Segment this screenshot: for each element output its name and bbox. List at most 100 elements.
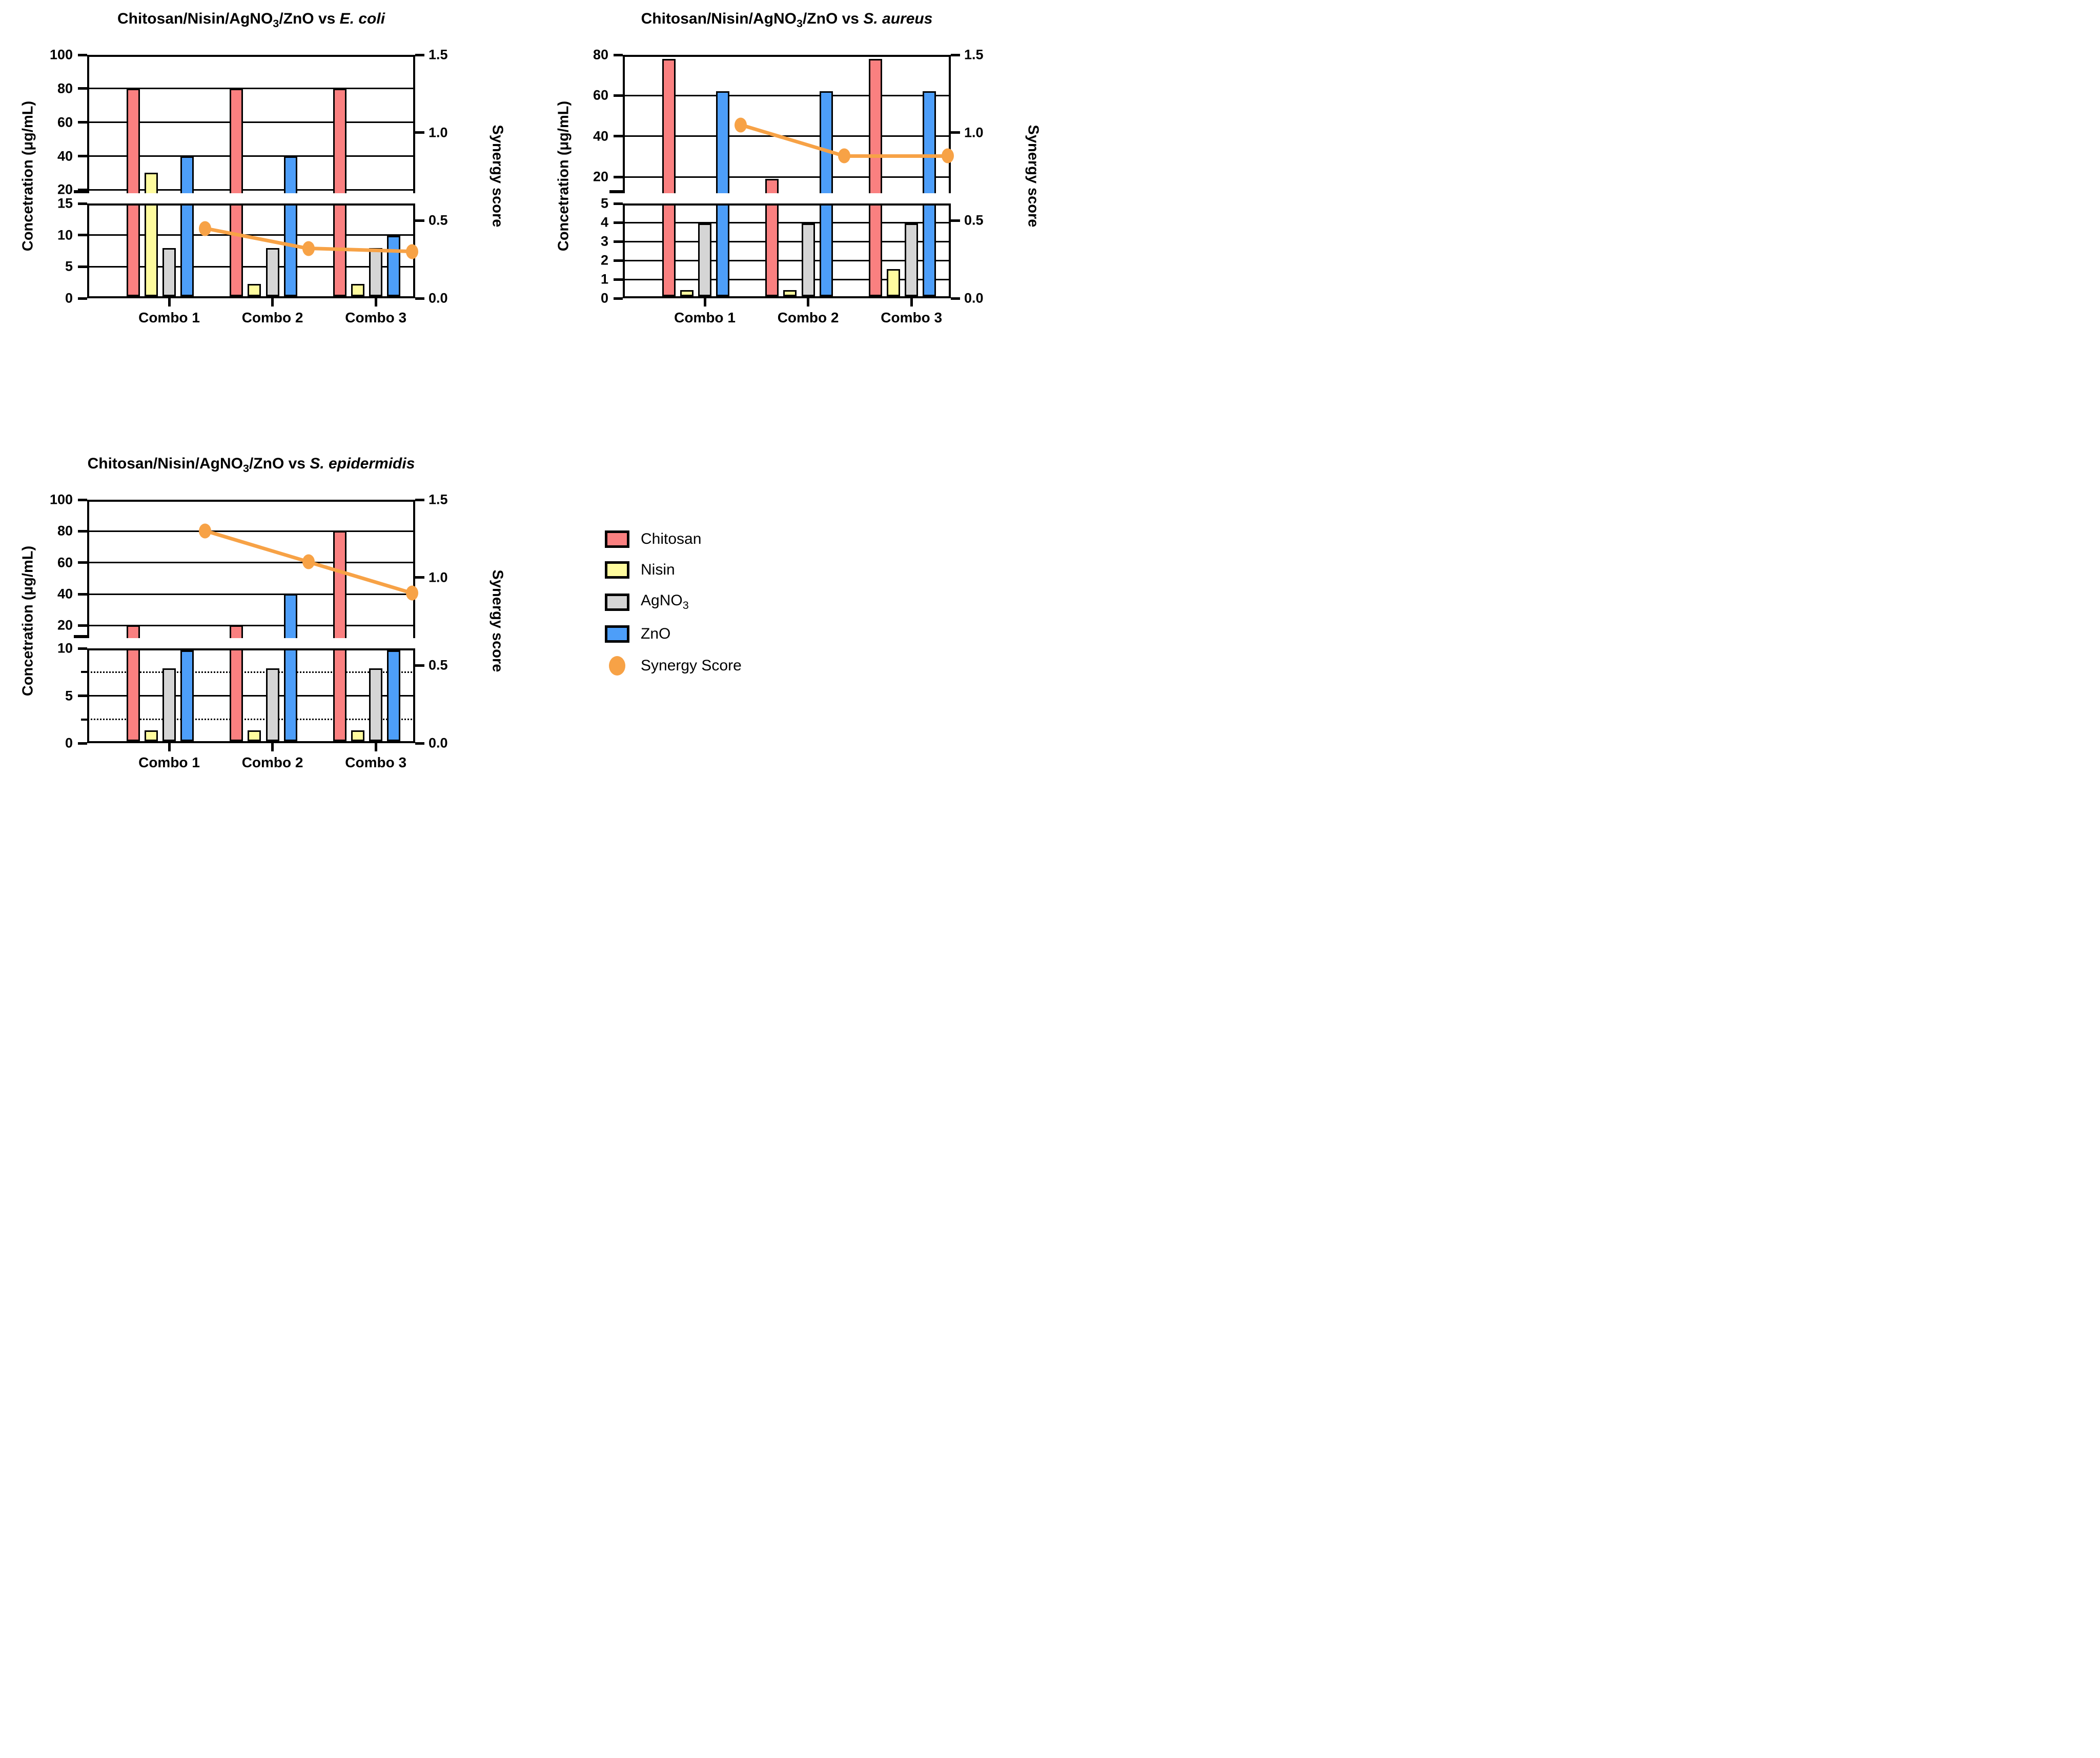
panel-upper xyxy=(87,500,415,638)
legend-label: Nisin xyxy=(641,561,675,578)
bar-chitosan xyxy=(333,650,346,741)
synergy-axis-label: Synergy score xyxy=(489,125,506,227)
minor-tick xyxy=(81,718,87,721)
bar-zno xyxy=(716,91,730,193)
synergy-marker xyxy=(199,523,212,539)
legend-item: AgNO3 xyxy=(605,592,742,612)
panel-lower xyxy=(623,203,951,298)
bar-zno xyxy=(283,594,297,638)
x-axis-tick xyxy=(703,298,706,306)
y-axis-tick xyxy=(78,498,87,501)
bar-chitosan xyxy=(230,206,243,296)
x-axis-tick xyxy=(374,743,377,751)
bar-chitosan xyxy=(765,206,779,296)
y-tick-label: 4 xyxy=(600,214,608,230)
panel-upper xyxy=(87,55,415,193)
bar-chitosan xyxy=(662,58,676,193)
gridline xyxy=(87,88,415,90)
chart-title: Chitosan/Nisin/AgNO3/ZnO vs S. epidermid… xyxy=(87,455,415,475)
axis-break-stub xyxy=(74,635,89,638)
y-axis-tick xyxy=(78,234,87,237)
gridline xyxy=(87,562,415,564)
y-axis-tick xyxy=(78,155,87,158)
y-tick-label: 60 xyxy=(593,87,608,103)
gridline xyxy=(87,265,415,268)
bar-chitosan xyxy=(230,88,243,193)
bar-zno xyxy=(387,236,401,296)
panel-lower xyxy=(87,648,415,743)
bar-nisin xyxy=(351,284,364,296)
y-axis-tick xyxy=(614,240,623,243)
bar-agno3 xyxy=(162,248,176,296)
synergy-axis-tick xyxy=(951,53,960,56)
legend-item: ZnO xyxy=(605,625,742,643)
legend-swatch-agno3 xyxy=(605,593,629,611)
x-tick-label: Combo 1 xyxy=(674,310,736,325)
y-tick-label: 10 xyxy=(57,640,73,656)
bar-agno3 xyxy=(369,668,383,741)
bar-nisin xyxy=(248,284,261,296)
bar-chitosan xyxy=(126,625,140,638)
x-axis-tick xyxy=(910,298,913,306)
synergy-axis-label: Synergy score xyxy=(1025,125,1042,227)
bar-agno3 xyxy=(369,248,383,296)
synergy-tick-label: 1.5 xyxy=(429,492,448,507)
bar-chitosan xyxy=(868,58,882,193)
legend-label: Chitosan xyxy=(641,530,702,547)
axis-break-stub xyxy=(74,190,89,193)
y-axis-tick xyxy=(78,297,87,300)
y-axis-tick xyxy=(614,175,623,178)
y-tick-label: 10 xyxy=(57,227,73,243)
legend-item: Nisin xyxy=(605,561,742,579)
synergy-marker xyxy=(838,148,850,163)
synergy-tick-label: 1.5 xyxy=(964,47,984,63)
bar-chitosan xyxy=(230,625,243,638)
synergy-tick-label: 1.0 xyxy=(429,569,448,585)
synergy-axis-tick xyxy=(415,131,424,134)
synergy-tick-label: 1.0 xyxy=(964,125,984,140)
gridline xyxy=(623,135,951,137)
y-tick-label: 80 xyxy=(593,47,608,63)
y-axis-tick xyxy=(78,647,87,650)
gridline xyxy=(87,695,415,697)
bar-zno xyxy=(283,650,297,741)
gridline xyxy=(87,624,415,626)
y-tick-label: 60 xyxy=(57,555,73,570)
y-axis-tick xyxy=(78,694,87,697)
legend-label: Synergy Score xyxy=(641,657,742,674)
y-axis-tick xyxy=(614,221,623,224)
synergy-line-segment xyxy=(844,154,948,158)
synergy-axis-label: Synergy score xyxy=(489,569,506,672)
x-axis-tick xyxy=(271,298,274,306)
y-axis-tick xyxy=(614,135,623,138)
chart-title: Chitosan/Nisin/AgNO3/ZnO vs S. aureus xyxy=(641,10,933,30)
x-tick-label: Combo 1 xyxy=(138,754,200,770)
y-tick-label: 40 xyxy=(593,128,608,144)
y-tick-label: 0 xyxy=(600,290,608,306)
synergy-tick-label: 0.0 xyxy=(429,290,448,306)
legend: Chitosan Nisin AgNO3 ZnO Synergy Score xyxy=(605,530,742,676)
bar-zno xyxy=(819,206,833,296)
x-tick-label: Combo 2 xyxy=(241,754,303,770)
synergy-marker xyxy=(302,554,315,569)
x-tick-label: Combo 2 xyxy=(777,310,839,325)
y-tick-label: 1 xyxy=(600,271,608,287)
bar-chitosan xyxy=(333,531,346,638)
synergy-marker xyxy=(405,244,418,259)
bar-zno xyxy=(180,156,194,193)
bar-agno3 xyxy=(905,223,919,296)
panel-upper xyxy=(623,55,951,193)
bar-nisin xyxy=(680,290,694,296)
bar-zno xyxy=(387,650,401,741)
x-tick-label: Combo 1 xyxy=(138,310,200,325)
bar-chitosan xyxy=(126,88,140,193)
y-axis-tick xyxy=(78,265,87,268)
bar-chitosan xyxy=(230,650,243,741)
y-axis-label: Concetration (μg/mL) xyxy=(19,545,36,696)
bar-chitosan xyxy=(126,206,140,296)
bar-chitosan xyxy=(333,88,346,193)
chart-title: Chitosan/Nisin/AgNO3/ZnO vs E. coli xyxy=(117,10,385,30)
y-tick-label: 20 xyxy=(593,169,608,185)
legend-swatch-nisin xyxy=(605,561,629,579)
bar-agno3 xyxy=(266,248,279,296)
